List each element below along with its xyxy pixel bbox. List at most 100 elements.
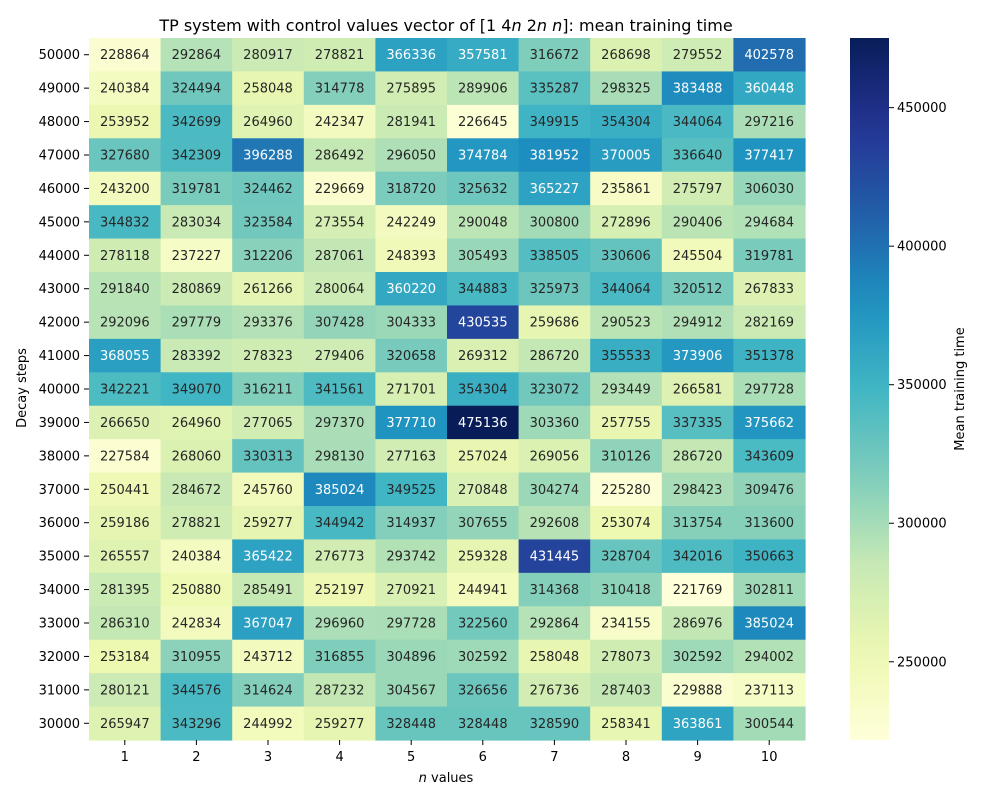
heatmap-cell [160, 439, 233, 474]
heatmap-cell [661, 539, 734, 574]
heatmap-cell [590, 272, 663, 307]
cell-value-label: 277163 [386, 449, 436, 464]
heatmap-cell [89, 673, 162, 708]
cell-value-label: 349525 [386, 483, 436, 498]
cell-value-label: 385024 [744, 617, 794, 632]
heatmap-cell [518, 205, 591, 240]
cell-value-label: 250880 [172, 583, 222, 598]
cell-value-label: 242347 [315, 115, 365, 130]
heatmap-cell [160, 138, 233, 173]
heatmap-cell [590, 38, 663, 73]
cell-value-label: 280917 [243, 48, 293, 63]
cell-value-label: 266581 [673, 383, 723, 398]
heatmap-cell [232, 38, 305, 73]
cell-value-label: 281395 [100, 583, 150, 598]
heatmap-cell [160, 472, 233, 507]
cell-value-label: 302592 [673, 650, 723, 665]
heatmap-cell [375, 138, 448, 173]
heatmap-cell [232, 405, 305, 440]
cell-value-label: 271701 [386, 383, 436, 398]
cell-value-label: 342699 [172, 115, 222, 130]
heatmap-cell [661, 338, 734, 373]
cell-value-label: 270848 [458, 483, 508, 498]
cell-value-label: 316855 [315, 650, 365, 665]
heatmap-cell [733, 305, 806, 340]
cell-value-label: 280064 [315, 282, 365, 297]
heatmap-cell [89, 338, 162, 373]
cell-value-label: 258341 [601, 717, 651, 732]
y-axis-label: Decay steps [15, 348, 30, 428]
cell-value-label: 330313 [243, 449, 293, 464]
cell-value-label: 385024 [315, 483, 365, 498]
heatmap-cell [303, 405, 376, 440]
cell-value-label: 322560 [458, 617, 508, 632]
cell-value-label: 304896 [386, 650, 436, 665]
heatmap-cell [733, 439, 806, 474]
heatmap-cell [232, 338, 305, 373]
heatmap-cell [89, 639, 162, 674]
cell-value-label: 234155 [601, 617, 651, 632]
cell-value-label: 381952 [530, 149, 580, 164]
x-tick-label: 2 [192, 750, 200, 765]
cell-value-label: 293376 [243, 316, 293, 331]
cell-value-label: 304274 [530, 483, 580, 498]
heatmap-cell [160, 104, 233, 139]
heatmap-cell [160, 506, 233, 541]
heatmap-cell [303, 338, 376, 373]
cell-value-label: 280121 [100, 683, 150, 698]
cell-value-label: 320658 [386, 349, 436, 364]
y-tick-label: 44000 [39, 249, 80, 264]
cell-value-label: 303360 [530, 416, 580, 431]
heatmap-cell [447, 205, 520, 240]
heatmap-cell [447, 238, 520, 273]
heatmap-cell [160, 205, 233, 240]
cell-value-label: 314937 [386, 516, 436, 531]
cell-value-label: 342309 [172, 149, 222, 164]
cell-value-label: 325973 [530, 282, 580, 297]
cell-value-label: 229888 [673, 683, 723, 698]
heatmap-cell [661, 171, 734, 206]
cell-value-label: 245760 [243, 483, 293, 498]
heatmap-cell [232, 539, 305, 574]
heatmap-cell [375, 104, 448, 139]
cell-value-label: 330606 [601, 249, 651, 264]
cell-value-label: 344064 [601, 282, 651, 297]
heatmap-cell [590, 372, 663, 407]
cell-value-label: 377710 [386, 416, 436, 431]
heatmap-cell [375, 405, 448, 440]
y-tick-label: 41000 [39, 349, 80, 364]
cell-value-label: 312206 [243, 249, 293, 264]
heatmap-cell [303, 439, 376, 474]
heatmap-cell [160, 405, 233, 440]
heatmap-cell [232, 606, 305, 641]
heatmap-cell [375, 639, 448, 674]
heatmap-cell [89, 104, 162, 139]
y-tick-label: 31000 [39, 683, 80, 698]
heatmap-cell [661, 372, 734, 407]
cell-value-label: 257755 [601, 416, 651, 431]
heatmap-cell [89, 138, 162, 173]
heatmap-cell [447, 338, 520, 373]
cell-value-label: 297728 [386, 617, 436, 632]
y-tick-label: 33000 [39, 617, 80, 632]
cell-value-label: 297216 [744, 115, 794, 130]
heatmap-cell [447, 272, 520, 307]
cell-value-label: 335287 [530, 82, 580, 97]
heatmap-cell [303, 171, 376, 206]
cell-value-label: 287403 [601, 683, 651, 698]
cell-value-label: 328448 [386, 717, 436, 732]
heatmap-cell [303, 572, 376, 607]
heatmap-cell [733, 338, 806, 373]
cell-value-label: 267833 [744, 282, 794, 297]
cell-value-label: 360448 [744, 82, 794, 97]
heatmap-cell [89, 171, 162, 206]
cell-value-label: 365227 [530, 182, 580, 197]
heatmap-cell [733, 71, 806, 106]
heatmap-cell [375, 539, 448, 574]
cell-value-label: 360220 [386, 282, 436, 297]
cell-value-label: 328448 [458, 717, 508, 732]
heatmap-cell [303, 539, 376, 574]
y-tick-label: 48000 [39, 115, 80, 130]
heatmap-cell [232, 238, 305, 273]
cell-value-label: 253952 [100, 115, 150, 130]
